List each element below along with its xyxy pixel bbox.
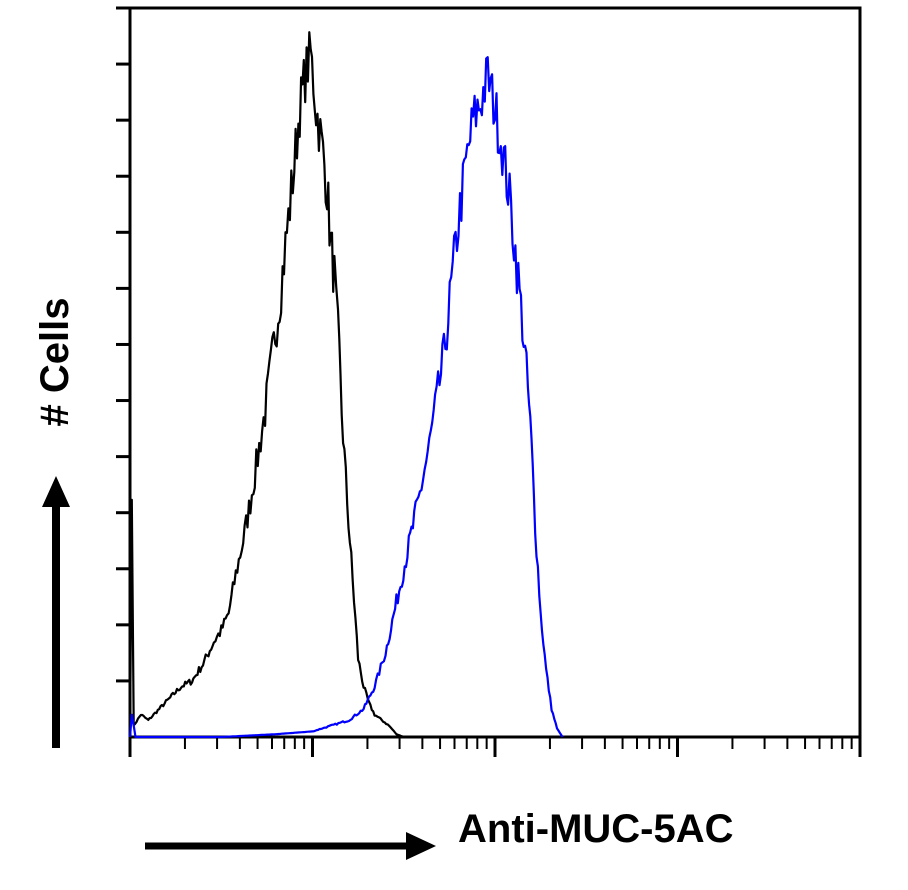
y-axis-label: # Cells bbox=[33, 298, 77, 427]
y-axis-arrow bbox=[42, 476, 70, 748]
x-axis-arrow bbox=[145, 832, 436, 860]
histogram-series-1 bbox=[128, 31, 405, 739]
axis-ticks bbox=[116, 6, 862, 757]
series-layer bbox=[128, 31, 564, 739]
x-axis-label: Anti-MUC-5AC bbox=[458, 807, 734, 851]
histogram-series-2 bbox=[128, 56, 564, 739]
